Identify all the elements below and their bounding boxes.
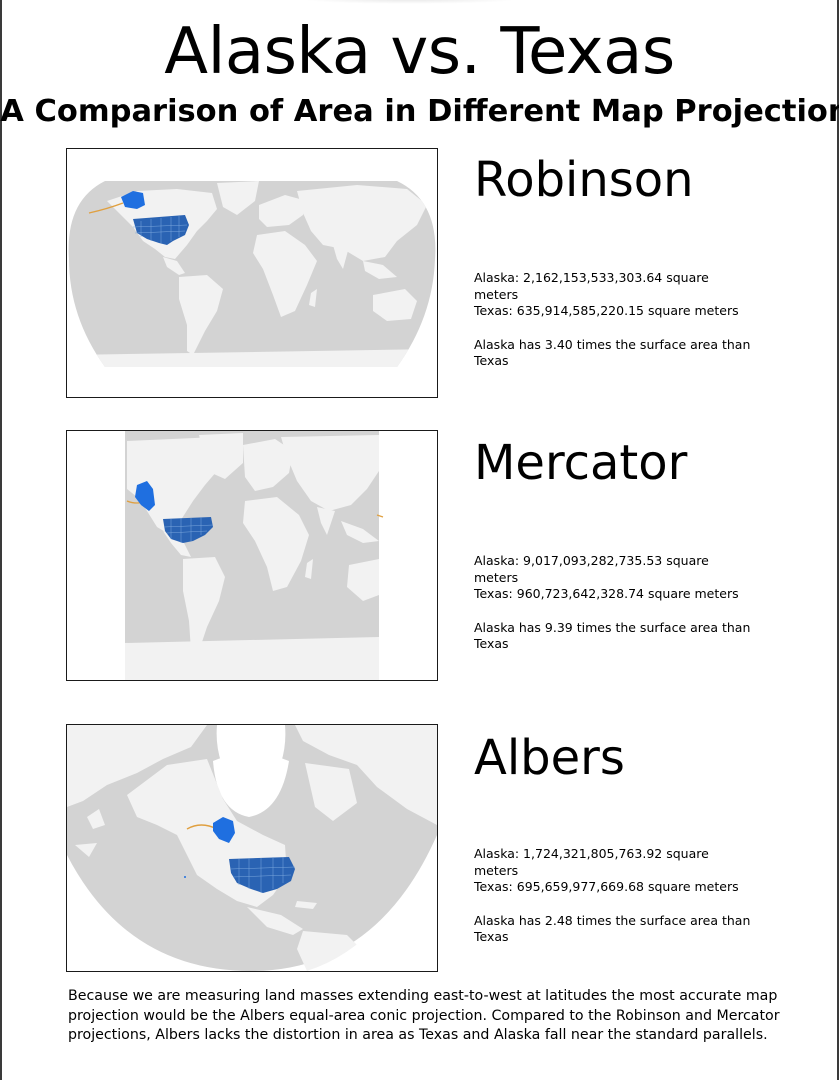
albers-map xyxy=(66,724,438,972)
albers-alaska-area: Alaska: 1,724,321,805,763.92 square mete… xyxy=(474,846,709,878)
robinson-usa-highlight xyxy=(132,215,189,245)
page-border-right xyxy=(837,0,839,1080)
albers-map-graphic xyxy=(67,725,437,971)
albers-ratio: Alaska has 2.48 times the surface area t… xyxy=(474,912,751,945)
albers-usa-highlight xyxy=(229,857,296,893)
robinson-alaska-area: Alaska: 2,162,153,533,303.64 square mete… xyxy=(474,270,709,302)
mercator-ratio: Alaska has 9.39 times the surface area t… xyxy=(474,619,751,652)
mercator-map-graphic xyxy=(125,431,384,680)
albers-stats: Alaska: 1,724,321,805,763.92 square mete… xyxy=(474,846,754,946)
robinson-aleutians xyxy=(88,202,124,214)
robinson-ratio: Alaska has 3.40 times the surface area t… xyxy=(474,336,751,369)
albers-polar-cutout xyxy=(213,753,289,817)
page-subtitle: A Comparison of Area in Different Map Pr… xyxy=(0,94,839,129)
robinson-map-graphic xyxy=(68,181,436,367)
mercator-aleutians-east xyxy=(376,514,384,518)
footer-explanation: Because we are measuring land masses ext… xyxy=(68,988,780,1043)
mercator-texas-area: Texas: 960,723,642,328.74 square meters xyxy=(474,586,739,601)
robinson-alaska-highlight xyxy=(121,191,145,209)
robinson-heading: Robinson xyxy=(474,152,694,208)
top-shadow xyxy=(300,0,520,4)
page-border-left xyxy=(0,0,2,1080)
mercator-heading: Mercator xyxy=(474,435,688,491)
albers-texas-area: Texas: 695,659,977,669.68 square meters xyxy=(474,879,739,894)
mercator-stats: Alaska: 9,017,093,282,735.53 square mete… xyxy=(474,553,754,653)
robinson-stats: Alaska: 2,162,153,533,303.64 square mete… xyxy=(474,270,754,370)
page-title: Alaska vs. Texas xyxy=(164,15,675,89)
albers-alaska-highlight xyxy=(213,817,235,843)
mercator-alaska-highlight xyxy=(135,481,155,511)
albers-hawaii xyxy=(184,876,186,878)
mercator-alaska-area: Alaska: 9,017,093,282,735.53 square mete… xyxy=(474,553,709,585)
mercator-map xyxy=(66,430,438,681)
robinson-texas-area: Texas: 635,914,585,220.15 square meters xyxy=(474,303,739,318)
albers-heading: Albers xyxy=(474,730,625,786)
robinson-map xyxy=(66,148,438,398)
mercator-usa-highlight xyxy=(163,517,214,543)
